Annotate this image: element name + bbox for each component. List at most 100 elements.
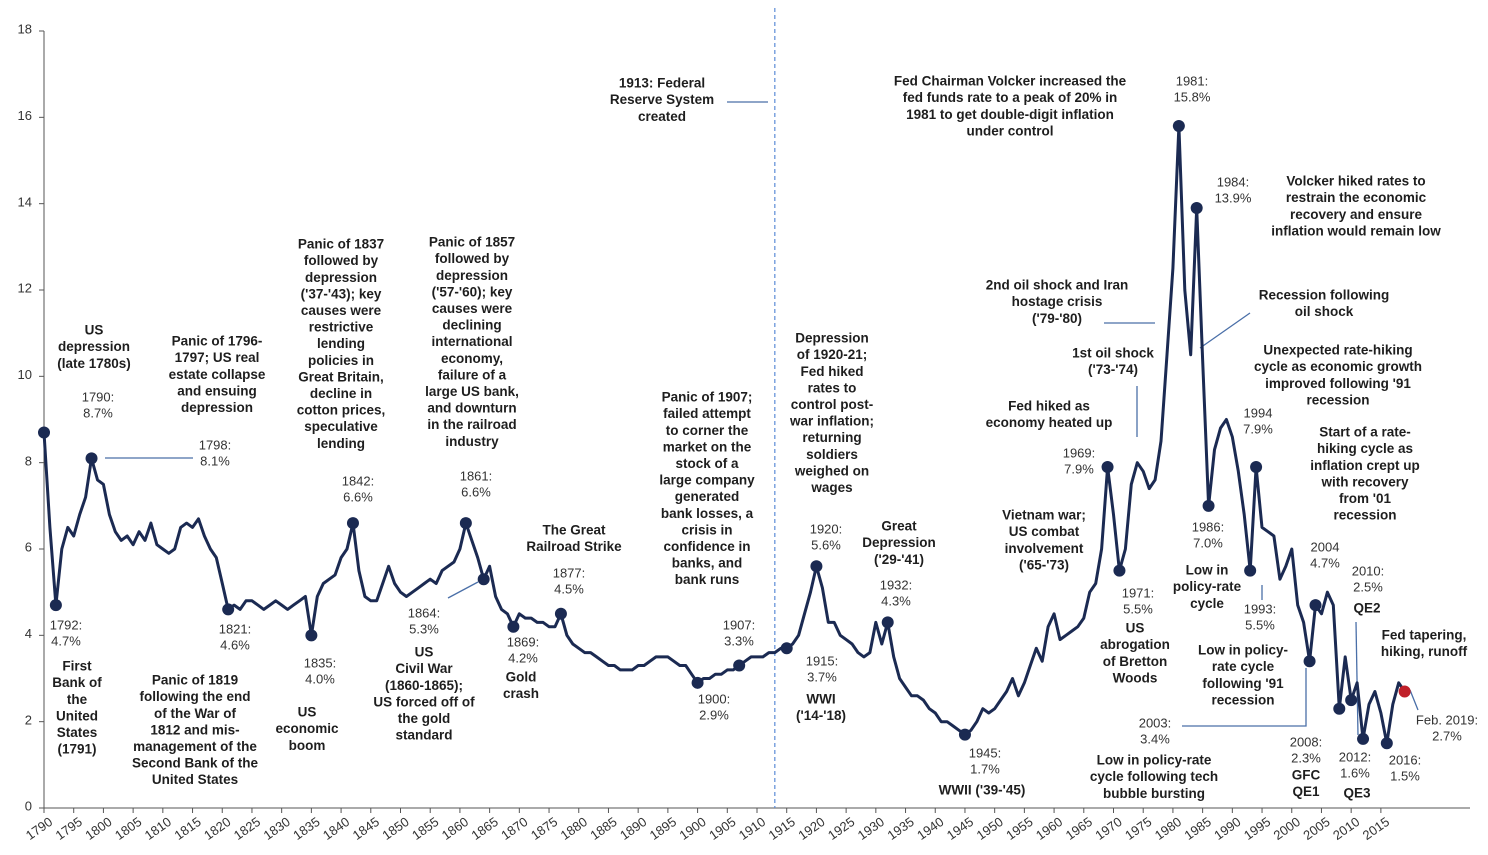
marker-value-label: 5.6% [811, 538, 841, 553]
annotation-line: depression [305, 270, 377, 285]
marker-value-label: 4.7% [51, 634, 81, 649]
annotation-line: US [1126, 621, 1145, 636]
x-tick-label: 1865 [469, 814, 501, 843]
x-tick-label: 1925 [825, 814, 857, 843]
annotation-line: Panic of 1796- [172, 334, 263, 349]
annotation-line: Fed tapering, [1382, 628, 1467, 643]
annotation-line: rates to [808, 380, 857, 395]
annotation-line: to corner the [666, 423, 749, 438]
marker-dot [1101, 460, 1114, 473]
annotation-line: ('14-'18) [796, 708, 846, 723]
annotation-line: following the end [140, 689, 251, 704]
annotation-line: estate collapse [169, 367, 266, 382]
annotation-line: crisis in [681, 522, 732, 537]
marker-value-label: 6.6% [461, 485, 491, 500]
annotation: Panic of 1796-1797; US real estate collap… [169, 334, 266, 415]
annotation-line: 1797; US real [175, 350, 260, 365]
annotation-line: recession [1211, 692, 1274, 707]
annotation-line: US [415, 645, 434, 660]
annotation-line: Woods [1113, 670, 1158, 685]
marker-label: 1842: [342, 474, 375, 489]
annotation-line: restrain the economic [1286, 190, 1427, 205]
annotation-line: Fed Chairman Volcker increased the [894, 74, 1127, 89]
annotation-line: improved following '91 [1265, 376, 1411, 391]
annotation-line: recession [1333, 508, 1396, 523]
marker-dot [346, 517, 359, 530]
annotation-line: cotton prices, [297, 403, 386, 418]
marker-value-label: 2.7% [1432, 729, 1462, 744]
annotation-line: bank losses, a [661, 506, 754, 521]
marker-value-label: 4.5% [554, 582, 584, 597]
marker-dot [85, 452, 98, 465]
connector [1199, 312, 1251, 349]
x-tick-label: 1835 [290, 814, 322, 843]
marker-label: 2012: [1339, 750, 1372, 765]
x-tick-label: 1850 [379, 814, 411, 843]
annotation-line: Panic of 1907; [662, 390, 753, 405]
marker-label: 1821: [219, 622, 252, 637]
annotation-line: fed funds rate to a peak of 20% in [903, 90, 1118, 105]
annotation-line: the [67, 692, 88, 707]
annotation-line: US combat [1009, 524, 1080, 539]
x-tick-label: 1980 [1152, 814, 1184, 843]
marker-dot [958, 728, 971, 741]
annotation-line: States [57, 725, 98, 740]
marker-dot [780, 642, 793, 655]
y-tick-label: 6 [25, 540, 32, 555]
annotation-line: decline in [310, 386, 372, 401]
annotation-line: Start of a rate- [1319, 425, 1411, 440]
x-tick-label: 1885 [587, 814, 619, 843]
marker-label: 1920: [810, 522, 843, 537]
marker-dot [691, 676, 704, 689]
marker-label: 2016: [1389, 753, 1422, 768]
marker-dot [1357, 732, 1370, 745]
marker-value-label: 1.5% [1390, 769, 1420, 784]
annotation-line: stock of a [675, 456, 739, 471]
marker-value-label: 4.0% [305, 672, 335, 687]
marker-dot [1380, 737, 1393, 750]
annotation-line: lending [317, 336, 365, 351]
connectors [105, 101, 1419, 736]
annotation-line: recovery and ensure [1290, 207, 1423, 222]
marker-value-label: 1.6% [1340, 766, 1370, 781]
annotation-line: from '01 [1339, 491, 1391, 506]
marker-value-label: 3.3% [724, 634, 754, 649]
annotation-line: First [62, 659, 92, 674]
connector [447, 581, 479, 599]
x-tick-label: 1855 [409, 814, 441, 843]
marker-label: 1971: [1122, 586, 1155, 601]
annotation-line: 1st oil shock [1072, 346, 1154, 361]
marker-dot [477, 573, 490, 586]
annotation-line: failed attempt [663, 406, 751, 421]
annotation-line: Reserve System [610, 92, 714, 107]
marker-dot [1202, 499, 1215, 512]
annotation-line: hostage crisis [1012, 294, 1103, 309]
annotation-line: Low in policy- [1198, 643, 1288, 658]
annotation-line: hiking, runoff [1381, 644, 1468, 659]
marker-value-label: 2.3% [1291, 751, 1321, 766]
annotation-line: The Great [542, 523, 606, 538]
x-tick-label: 1895 [647, 814, 679, 843]
x-tick-label: 1950 [974, 814, 1006, 843]
annotation-line: Second Bank of the [132, 756, 259, 771]
annotation-line: 1981 to get double-digit inflation [906, 107, 1114, 122]
marker-value-label: 5.5% [1245, 618, 1275, 633]
marker-dot [1309, 599, 1322, 612]
marker-value-label: 8.1% [200, 454, 230, 469]
x-tick-label: 1940 [914, 814, 946, 843]
annotation: Start of a rate-hiking cycle as inflation… [1310, 425, 1420, 523]
marker-label: 2003: [1139, 716, 1172, 731]
marker-value-label: 4.3% [881, 594, 911, 609]
marker-label: 1986: [1192, 520, 1225, 535]
marker-dot [1190, 201, 1203, 214]
annotation-line: abrogation [1100, 637, 1170, 652]
marker-value-label: 7.9% [1064, 462, 1094, 477]
annotation-line: ('57-'60); key [432, 284, 513, 299]
